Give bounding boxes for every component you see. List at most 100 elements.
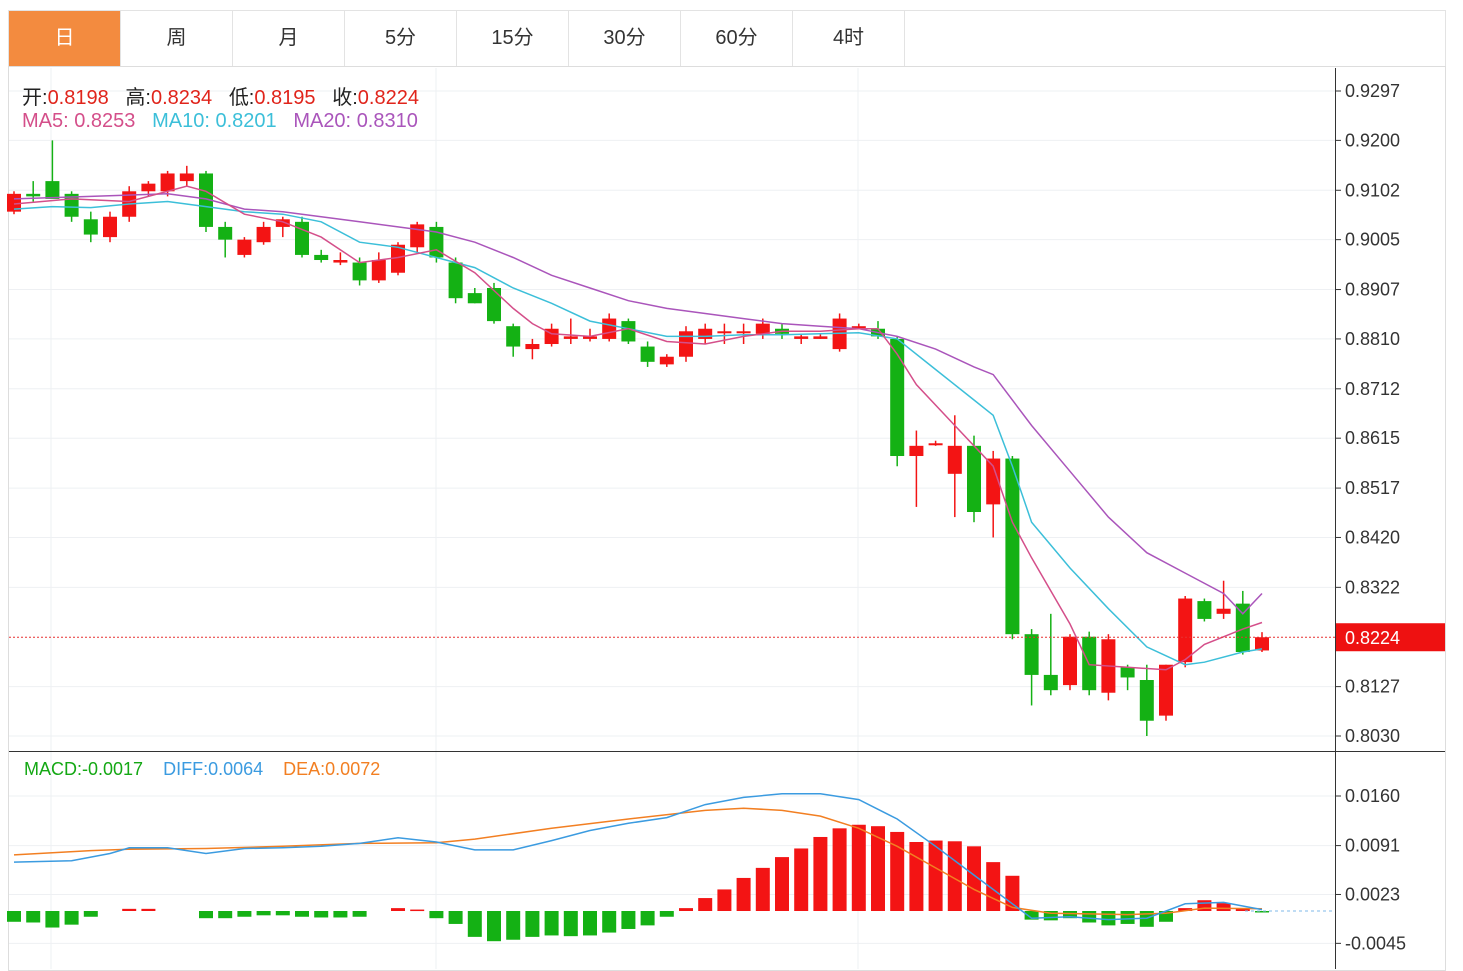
candle-body: [967, 445, 981, 513]
macd-bar: [448, 911, 463, 924]
candle-body: [986, 458, 1001, 505]
macd-bar: [871, 826, 885, 911]
candle-body: [1120, 667, 1135, 678]
macd-bar: [1159, 911, 1173, 922]
candle-body: [698, 328, 713, 339]
candle-body: [179, 173, 194, 182]
macd-bar: [64, 911, 79, 925]
macd-bar: [1120, 911, 1135, 924]
price-tick-label: 0.8712: [1345, 379, 1400, 399]
tab-month[interactable]: 月: [233, 11, 345, 66]
macd-bar: [218, 911, 233, 919]
candle-body: [1255, 637, 1269, 651]
candle-body: [410, 224, 425, 248]
candle-body: [314, 254, 329, 261]
candle-body: [275, 219, 290, 227]
candle-body: [947, 445, 962, 474]
macd-bar: [679, 908, 693, 911]
candle-body: [1216, 608, 1231, 614]
candle-body: [679, 331, 693, 357]
macd-bar: [851, 824, 866, 911]
candle-body: [525, 344, 540, 350]
low-label: 低:: [228, 87, 255, 109]
ma5-value: 0.8253: [74, 110, 136, 132]
tab-week[interactable]: 周: [121, 11, 233, 66]
macd-bar: [1197, 900, 1212, 911]
low-value: 0.8195: [254, 87, 316, 109]
macd-bar: [83, 911, 98, 917]
diff-line: [13, 793, 1263, 921]
candle-body: [45, 181, 60, 199]
tab-30min[interactable]: 30分: [569, 11, 681, 66]
candle-body: [1063, 636, 1077, 686]
candle-body: [256, 226, 271, 243]
candle-body: [659, 356, 674, 365]
macd-tick-label: 0.0023: [1345, 884, 1400, 904]
ohlc-legend: 开:0.8198 高:0.8234 低:0.8195 收:0.8224: [22, 81, 419, 110]
tab-15min[interactable]: 15分: [457, 11, 569, 66]
macd-bar: [391, 908, 405, 911]
macd-bar: [467, 911, 482, 937]
ma10-label: MA10:: [152, 110, 210, 132]
tab-5min[interactable]: 5分: [345, 11, 457, 66]
macd-bar: [928, 840, 943, 911]
candle-body: [813, 336, 828, 339]
macd-bar: [1043, 911, 1058, 921]
candle-body: [333, 260, 348, 263]
ma5-line: [13, 185, 1263, 671]
macd-bar: [256, 911, 271, 916]
macd-bar: [544, 911, 559, 936]
price-tick-label: 0.8030: [1345, 726, 1400, 746]
macd-tick-label: -0.0045: [1345, 933, 1406, 953]
price-tick-label: 0.8420: [1345, 527, 1400, 547]
candle-body: [717, 331, 732, 334]
candle-body: [448, 262, 463, 299]
candle-body: [1235, 603, 1250, 653]
macd-bar: [141, 908, 156, 911]
macd-bar: [122, 908, 137, 911]
macd-bar: [1082, 911, 1097, 923]
tab-4hour[interactable]: 4时: [793, 11, 905, 66]
ma10-value: 0.8201: [215, 110, 277, 132]
macd-bar: [237, 911, 252, 917]
price-tick-label: 0.9297: [1345, 81, 1400, 101]
ma20-line: [13, 193, 1263, 615]
candle-body: [928, 443, 943, 446]
candle-body: [755, 323, 770, 334]
tab-day[interactable]: 日: [9, 11, 121, 66]
candle-body: [26, 193, 41, 197]
candle-body: [1139, 680, 1154, 721]
macd-bar: [45, 911, 60, 928]
dea-label: DEA:: [283, 759, 326, 779]
macd-bar: [410, 909, 425, 912]
macd-bar: [487, 911, 501, 942]
candle-body: [160, 173, 175, 192]
candle-body: [1159, 664, 1173, 716]
candle-body: [352, 262, 367, 281]
macd-bar: [717, 889, 732, 911]
ma-legend: MA5: 0.8253 MA10: 0.8201 MA20: 0.8310: [22, 110, 418, 133]
candle-body: [851, 326, 866, 329]
period-tabbar: 日 周 月 5分 15分 30分 60分 4时: [8, 10, 1446, 66]
open-value: 0.8198: [47, 87, 109, 109]
tab-60min[interactable]: 60分: [681, 11, 793, 66]
macd-bar: [775, 857, 789, 911]
macd-bar: [275, 911, 290, 916]
macd-bar: [755, 867, 770, 911]
macd-bar: [26, 911, 41, 923]
macd-bar: [1178, 908, 1193, 911]
candle-body: [1043, 674, 1058, 691]
macd-bar: [890, 831, 905, 911]
macd-bar: [736, 877, 751, 911]
candle-body: [736, 331, 751, 334]
macd-legend: MACD:-0.0017 DIFF:0.0064 DEA:0.0072: [24, 759, 380, 780]
macd-bar: [698, 898, 713, 911]
high-value: 0.8234: [150, 87, 213, 109]
candle-body: [506, 326, 521, 347]
candle-body: [218, 226, 233, 240]
diff-value: 0.0064: [208, 759, 264, 779]
macd-bar: [1063, 911, 1077, 919]
macd-bar: [621, 911, 636, 929]
candle-body: [890, 338, 905, 457]
